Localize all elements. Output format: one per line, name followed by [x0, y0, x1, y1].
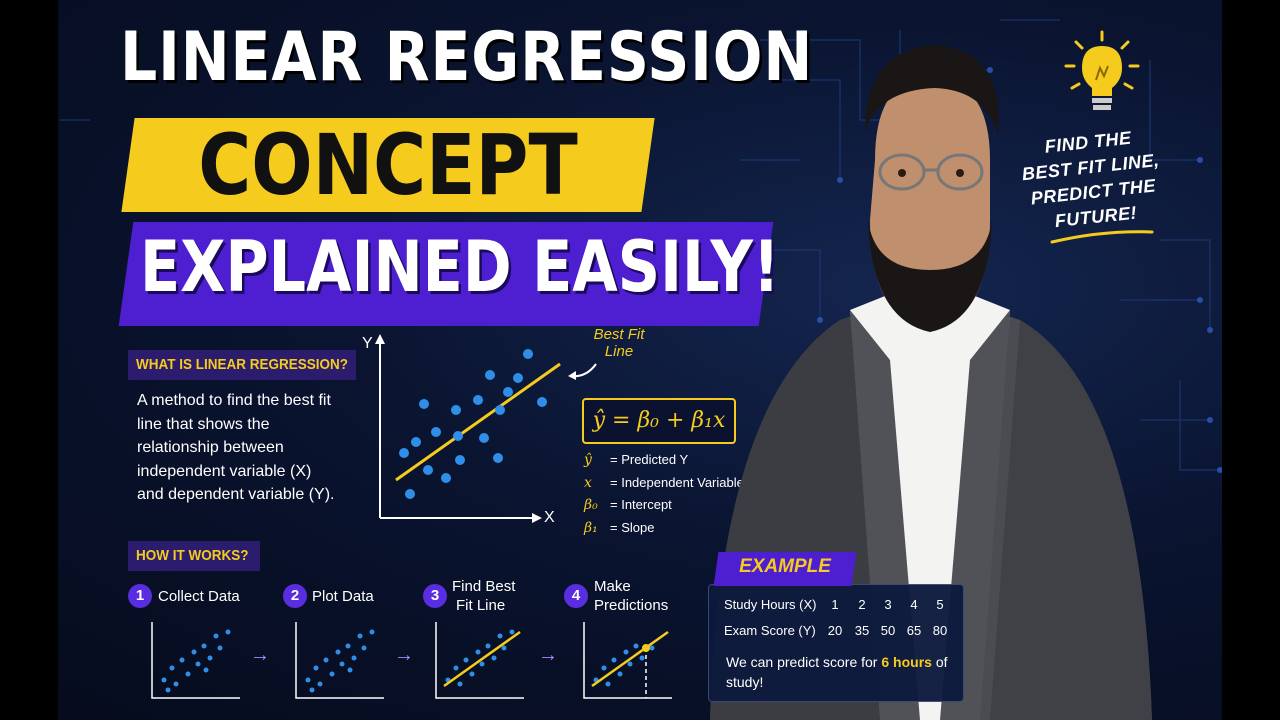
- example-note-post: of study!: [726, 654, 948, 690]
- data-point: [493, 453, 503, 463]
- legend-text: = Slope: [610, 520, 655, 535]
- step-2-chart: [295, 622, 384, 699]
- example-row2-label: Exam Score (Y): [724, 623, 816, 638]
- step-4-chart: [583, 622, 672, 699]
- example-note-pre: We can predict score for: [726, 654, 878, 670]
- data-point: [485, 370, 495, 380]
- legend-text: = Predicted Y: [610, 452, 689, 467]
- step-number: 2: [283, 584, 307, 608]
- example-note-highlight: 6 hours: [881, 654, 932, 670]
- letterbox-right: [1222, 0, 1280, 720]
- what-heading-box: WHAT IS LINEAR REGRESSION?: [128, 350, 356, 380]
- example-note: We can predict score for 6 hours of stud…: [726, 652, 956, 692]
- data-point: [441, 473, 451, 483]
- title-line-2: CONCEPT: [198, 116, 578, 214]
- legend-symbol: ŷ: [584, 452, 592, 468]
- step-number: 1: [128, 584, 152, 608]
- lightbulb-icon: [1064, 30, 1140, 110]
- example-x-value: 3: [884, 597, 892, 612]
- how-heading: HOW IT WORKS?: [136, 547, 249, 564]
- legend-item: β₁ = Slope: [584, 520, 654, 536]
- example-tag: EXAMPLE: [739, 556, 831, 577]
- tagline-underline: [1050, 230, 1154, 244]
- data-point: [495, 405, 505, 415]
- legend-item: β₀ = Intercept: [584, 497, 672, 513]
- legend-item: ŷ = Predicted Y: [584, 452, 688, 468]
- regression-formula: ŷ = β₀ + β₁x: [582, 398, 736, 444]
- data-point: [513, 373, 523, 383]
- legend-text: = Intercept: [610, 497, 672, 512]
- step-3-chart: [435, 622, 524, 699]
- data-point: [453, 431, 463, 441]
- step-number: 3: [423, 584, 447, 608]
- title-line-1: LINEAR REGRESSION: [120, 18, 814, 97]
- data-point: [423, 465, 433, 475]
- example-x-value: 1: [831, 597, 839, 612]
- example-x-value: 4: [910, 597, 918, 612]
- step-1-chart: [151, 622, 240, 699]
- legend-symbol: β₀: [584, 497, 598, 513]
- data-point: [419, 399, 429, 409]
- arrow-icon: →: [538, 644, 558, 666]
- best-fit-label: Best Fit Line: [593, 326, 645, 360]
- y-axis-label: Y: [362, 335, 373, 352]
- x-axis-arrow: [532, 513, 542, 523]
- data-point: [431, 427, 441, 437]
- step-label: Make: [594, 578, 631, 595]
- best-fit-arrow: [568, 363, 597, 380]
- scatter-chart: Y X: [362, 334, 561, 526]
- title-line-3: EXPLAINED EASILY!: [140, 226, 780, 308]
- example-y-value: 50: [880, 623, 896, 638]
- data-point: [399, 448, 409, 458]
- step-label-2: Predictions: [594, 597, 669, 614]
- example-y-value: 20: [827, 623, 843, 638]
- data-point: [455, 455, 465, 465]
- arrow-icon: →: [250, 644, 270, 666]
- data-point: [503, 387, 513, 397]
- example-y-value: 65: [906, 623, 922, 638]
- data-point: [405, 489, 415, 499]
- example-x-value: 2: [858, 597, 866, 612]
- data-point: [473, 395, 483, 405]
- arrow-icon: →: [394, 644, 414, 666]
- example-x-value: 5: [936, 597, 944, 612]
- what-heading: WHAT IS LINEAR REGRESSION?: [136, 356, 349, 373]
- step-label: Plot Data: [312, 588, 374, 605]
- data-point: [523, 349, 533, 359]
- step-label: Find Best: [452, 578, 516, 595]
- example-row1-label: Study Hours (X): [724, 597, 817, 612]
- example-panel: [708, 584, 964, 702]
- step-number: 4: [564, 584, 588, 608]
- y-axis-arrow: [375, 334, 385, 344]
- legend-text: = Independent Variable: [610, 475, 744, 490]
- example-y-value: 80: [932, 623, 948, 638]
- tagline: FIND THE BEST FIT LINE, PREDICT THE FUTU…: [1020, 127, 1161, 232]
- legend-symbol: x: [584, 475, 592, 491]
- x-axis-label: X: [544, 509, 555, 526]
- what-description: A method to find the best fit line that …: [137, 392, 335, 503]
- best-fit-line: [395, 362, 561, 482]
- data-point: [451, 405, 461, 415]
- how-heading-box: HOW IT WORKS?: [128, 541, 260, 571]
- data-point: [479, 433, 489, 443]
- letterbox-left: [0, 0, 58, 720]
- data-point: [411, 437, 421, 447]
- step-label: Collect Data: [158, 588, 240, 605]
- legend-item: x = Independent Variable: [584, 475, 744, 491]
- data-point: [537, 397, 547, 407]
- step-label-2: Fit Line: [456, 597, 506, 614]
- legend-symbol: β₁: [584, 520, 598, 536]
- example-y-value: 35: [854, 623, 870, 638]
